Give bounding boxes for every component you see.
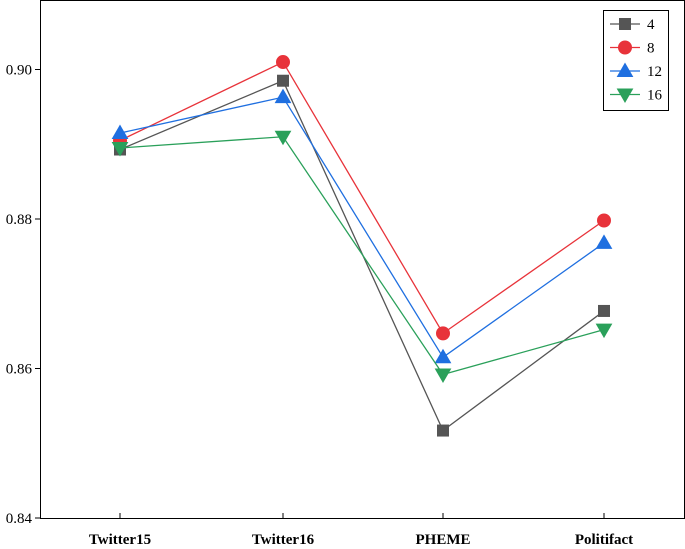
- x-axis: Twitter15 Twitter16 PHEME Politifact: [89, 513, 633, 548]
- x-tick-label: Twitter15: [89, 532, 151, 548]
- data-point: [111, 142, 129, 157]
- data-point: [437, 424, 449, 437]
- data-point: [597, 213, 611, 228]
- series-line: [119, 79, 605, 432]
- data-point: [598, 304, 610, 317]
- data-point: [274, 130, 292, 146]
- legend-item: 12: [610, 62, 662, 80]
- legend-label: 16: [647, 88, 663, 104]
- data-point: [277, 74, 289, 87]
- legend-item: 4: [610, 17, 655, 33]
- data-point: [595, 323, 613, 339]
- series-12: [111, 88, 613, 364]
- legend-marker: [619, 18, 631, 30]
- data-point: [436, 326, 450, 341]
- y-tick-label: 0.90: [6, 63, 32, 79]
- legend: 4 8 12 16: [603, 10, 669, 111]
- data-point: [595, 234, 613, 249]
- y-axis: 0.84 0.86 0.88 0.90: [6, 63, 40, 527]
- series-line: [119, 96, 605, 359]
- legend-label: 8: [647, 41, 655, 57]
- data-point: [111, 124, 129, 140]
- data-point: [274, 88, 292, 104]
- legend-marker: [616, 88, 634, 104]
- plot-frame: [40, 0, 685, 519]
- series-layer: [111, 55, 613, 437]
- legend-marker: [618, 40, 632, 55]
- legend-box: [603, 10, 669, 111]
- series-16: [111, 130, 613, 383]
- legend-marker: [616, 62, 634, 77]
- y-tick-label: 0.86: [6, 362, 33, 378]
- series-line: [119, 136, 605, 376]
- data-point: [434, 348, 452, 364]
- data-point: [276, 55, 290, 70]
- legend-item: 16: [610, 88, 663, 104]
- x-tick-label: PHEME: [416, 532, 471, 548]
- legend-label: 4: [647, 17, 655, 33]
- series-line: [119, 61, 605, 335]
- x-tick-label: Twitter16: [252, 532, 315, 548]
- series-4: [114, 74, 610, 437]
- legend-label: 12: [647, 64, 662, 80]
- y-tick-label: 0.84: [6, 511, 33, 527]
- x-tick-label: Politifact: [575, 532, 633, 548]
- y-tick-label: 0.88: [6, 212, 32, 228]
- series-8: [113, 55, 611, 341]
- legend-item: 8: [610, 40, 655, 57]
- data-point: [434, 368, 452, 383]
